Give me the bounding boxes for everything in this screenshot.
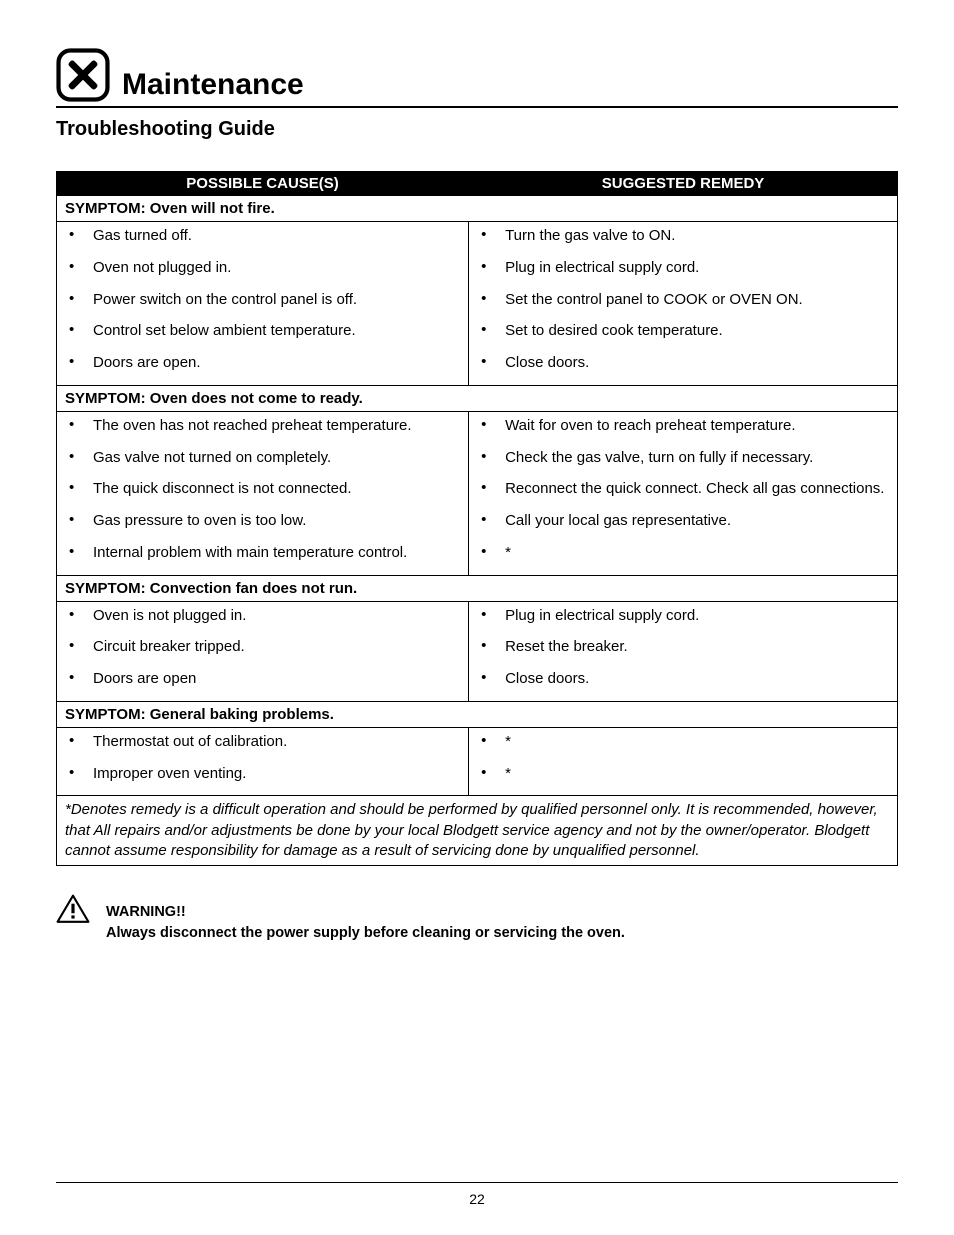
- cause-item: Circuit breaker tripped.: [65, 637, 460, 669]
- cause-item: Doors are open: [65, 669, 460, 697]
- symptom-row: SYMPTOM: General baking problems.: [57, 701, 898, 727]
- remedy-item: Plug in electrical supply cord.: [477, 606, 889, 638]
- col-header-remedy: SUGGESTED REMEDY: [469, 172, 898, 196]
- cause-item: Doors are open.: [65, 353, 460, 381]
- symptom-row: SYMPTOM: Oven will not fire.: [57, 196, 898, 222]
- remedy-item: Reconnect the quick connect. Check all g…: [477, 479, 889, 511]
- cause-item: Gas pressure to oven is too low.: [65, 511, 460, 543]
- troubleshooting-table: POSSIBLE CAUSE(S) SUGGESTED REMEDY SYMPT…: [56, 171, 898, 866]
- warning-text: WARNING!! Always disconnect the power su…: [106, 894, 625, 944]
- subtitle: Troubleshooting Guide: [56, 118, 898, 141]
- remedy-item: Close doors.: [477, 353, 889, 381]
- remedy-item: Reset the breaker.: [477, 637, 889, 669]
- page-number: 22: [0, 1191, 954, 1207]
- symptom-row: SYMPTOM: Oven does not come to ready.: [57, 385, 898, 411]
- remedy-item: Plug in electrical supply cord.: [477, 258, 889, 290]
- maintenance-icon: [56, 48, 110, 102]
- header: Maintenance: [56, 48, 898, 108]
- cause-item: Oven not plugged in.: [65, 258, 460, 290]
- remedy-item: Set to desired cook temperature.: [477, 321, 889, 353]
- cause-item: The oven has not reached preheat tempera…: [65, 416, 460, 448]
- cause-item: Power switch on the control panel is off…: [65, 290, 460, 322]
- cause-cell: Oven is not plugged in.Circuit breaker t…: [57, 601, 469, 701]
- cause-item: Improper oven venting.: [65, 764, 460, 792]
- cause-item: Oven is not plugged in.: [65, 606, 460, 638]
- warning-title: WARNING!!: [106, 902, 625, 923]
- remedy-item: *: [477, 543, 889, 571]
- cause-item: Gas turned off.: [65, 226, 460, 258]
- cause-cell: Thermostat out of calibration.Improper o…: [57, 727, 469, 796]
- col-header-cause: POSSIBLE CAUSE(S): [57, 172, 469, 196]
- section-title: Maintenance: [122, 70, 304, 102]
- remedy-cell: Turn the gas valve to ON.Plug in electri…: [469, 222, 898, 386]
- cause-cell: Gas turned off.Oven not plugged in.Power…: [57, 222, 469, 386]
- cause-item: Control set below ambient temperature.: [65, 321, 460, 353]
- cause-item: Gas valve not turned on completely.: [65, 448, 460, 480]
- remedy-cell: Plug in electrical supply cord.Reset the…: [469, 601, 898, 701]
- remedy-item: Wait for oven to reach preheat temperatu…: [477, 416, 889, 448]
- remedy-item: Check the gas valve, turn on fully if ne…: [477, 448, 889, 480]
- warning-icon: [56, 894, 90, 924]
- remedy-item: Set the control panel to COOK or OVEN ON…: [477, 290, 889, 322]
- remedy-item: Call your local gas representative.: [477, 511, 889, 543]
- remedy-item: *: [477, 732, 889, 764]
- cause-cell: The oven has not reached preheat tempera…: [57, 411, 469, 575]
- cause-item: The quick disconnect is not connected.: [65, 479, 460, 511]
- cause-item: Internal problem with main temperature c…: [65, 543, 460, 571]
- page-rule: [56, 1182, 898, 1183]
- footnote: *Denotes remedy is a difficult operation…: [57, 796, 898, 866]
- remedy-cell: **: [469, 727, 898, 796]
- remedy-item: *: [477, 764, 889, 792]
- remedy-item: Turn the gas valve to ON.: [477, 226, 889, 258]
- remedy-cell: Wait for oven to reach preheat temperatu…: [469, 411, 898, 575]
- warning-block: WARNING!! Always disconnect the power su…: [56, 894, 898, 944]
- symptom-row: SYMPTOM: Convection fan does not run.: [57, 575, 898, 601]
- table-body: SYMPTOM: Oven will not fire.Gas turned o…: [57, 196, 898, 866]
- warning-body: Always disconnect the power supply befor…: [106, 923, 625, 944]
- cause-item: Thermostat out of calibration.: [65, 732, 460, 764]
- remedy-item: Close doors.: [477, 669, 889, 697]
